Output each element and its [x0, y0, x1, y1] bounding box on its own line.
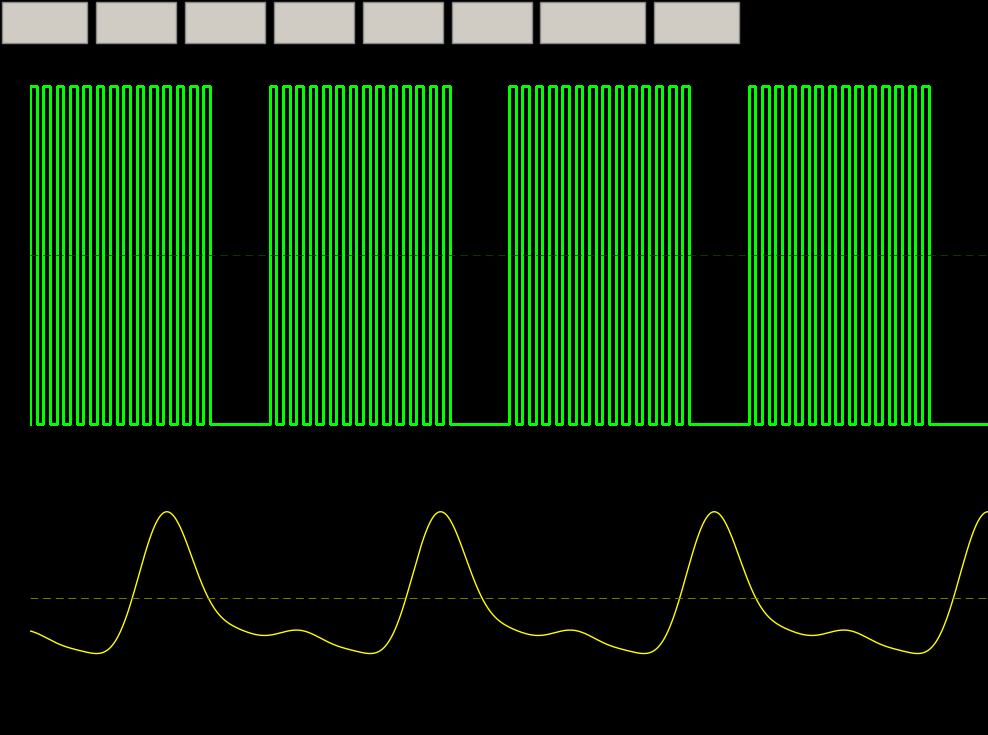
Bar	[274, 1, 354, 43]
Bar	[540, 1, 645, 43]
Bar	[363, 1, 443, 43]
Bar	[96, 1, 176, 43]
Bar	[452, 1, 532, 43]
Bar	[185, 1, 265, 43]
Bar	[2, 1, 87, 43]
Bar	[654, 1, 739, 43]
